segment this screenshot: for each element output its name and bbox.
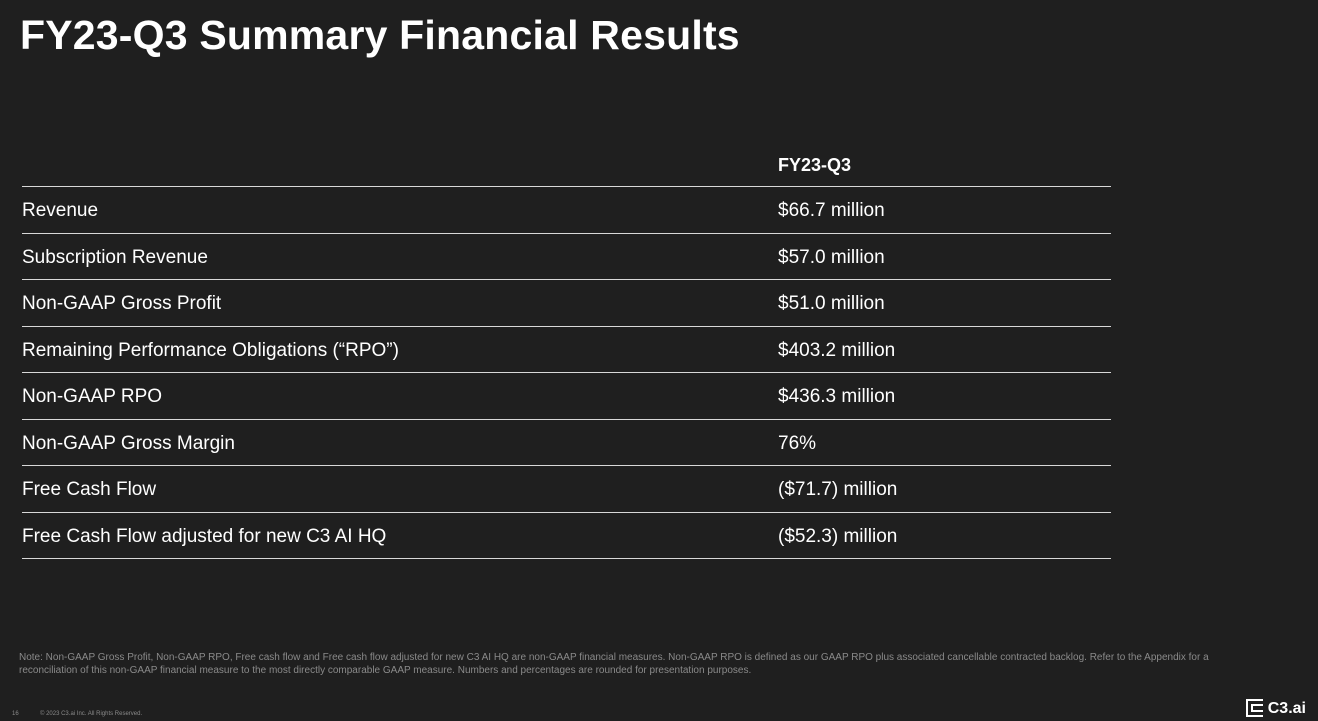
row-label: Revenue <box>22 200 99 221</box>
slide-title: FY23-Q3 Summary Financial Results <box>20 12 740 58</box>
table-row: Non-GAAP Gross Margin 76% <box>22 420 1111 466</box>
row-label: Free Cash Flow <box>22 479 157 500</box>
table-row: Non-GAAP Gross Profit $51.0 million <box>22 280 1111 327</box>
copyright-notice: © 2023 C3.ai Inc. All Rights Reserved. <box>40 711 143 717</box>
row-label: Subscription Revenue <box>22 246 208 268</box>
table-row: Remaining Performance Obligations (“RPO”… <box>22 327 1111 373</box>
row-label: Free Cash Flow adjusted for new C3 AI HQ <box>22 525 387 547</box>
row-value: 76% <box>778 432 817 454</box>
table-row: Revenue $66.7 million <box>22 187 1111 234</box>
table-row: Free Cash Flow adjusted for new C3 AI HQ… <box>22 513 1111 559</box>
table-row: Subscription Revenue $57.0 million <box>22 234 1111 280</box>
footnote: Note: Non-GAAP Gross Profit, Non-GAAP RP… <box>19 652 1209 676</box>
table-header: FY23-Q3 <box>22 144 1111 187</box>
row-value: $66.7 million <box>778 200 885 221</box>
row-value: $436.3 million <box>778 386 896 407</box>
row-label: Non-GAAP RPO <box>22 386 163 407</box>
logo-text: C3.ai <box>1267 700 1306 717</box>
row-label: Non-GAAP Gross Margin <box>22 432 235 454</box>
table-row: Non-GAAP RPO $436.3 million <box>22 373 1111 420</box>
c3-logo-icon <box>1245 699 1264 717</box>
table-row: Free Cash Flow ($71.7) million <box>22 466 1111 513</box>
column-header-period: FY23-Q3 <box>778 155 852 175</box>
financial-results-table: FY23-Q3 Revenue $66.7 million Subscripti… <box>22 144 1111 559</box>
row-value: ($71.7) million <box>778 479 898 500</box>
row-value: ($52.3) million <box>778 525 898 547</box>
row-label: Remaining Performance Obligations (“RPO”… <box>22 339 399 361</box>
row-label: Non-GAAP Gross Profit <box>22 293 222 314</box>
row-value: $57.0 million <box>778 246 885 268</box>
row-value: $51.0 million <box>778 293 885 314</box>
page-number: 16 <box>12 711 19 717</box>
c3-logo: C3.ai <box>1245 699 1306 717</box>
row-value: $403.2 million <box>778 339 896 361</box>
